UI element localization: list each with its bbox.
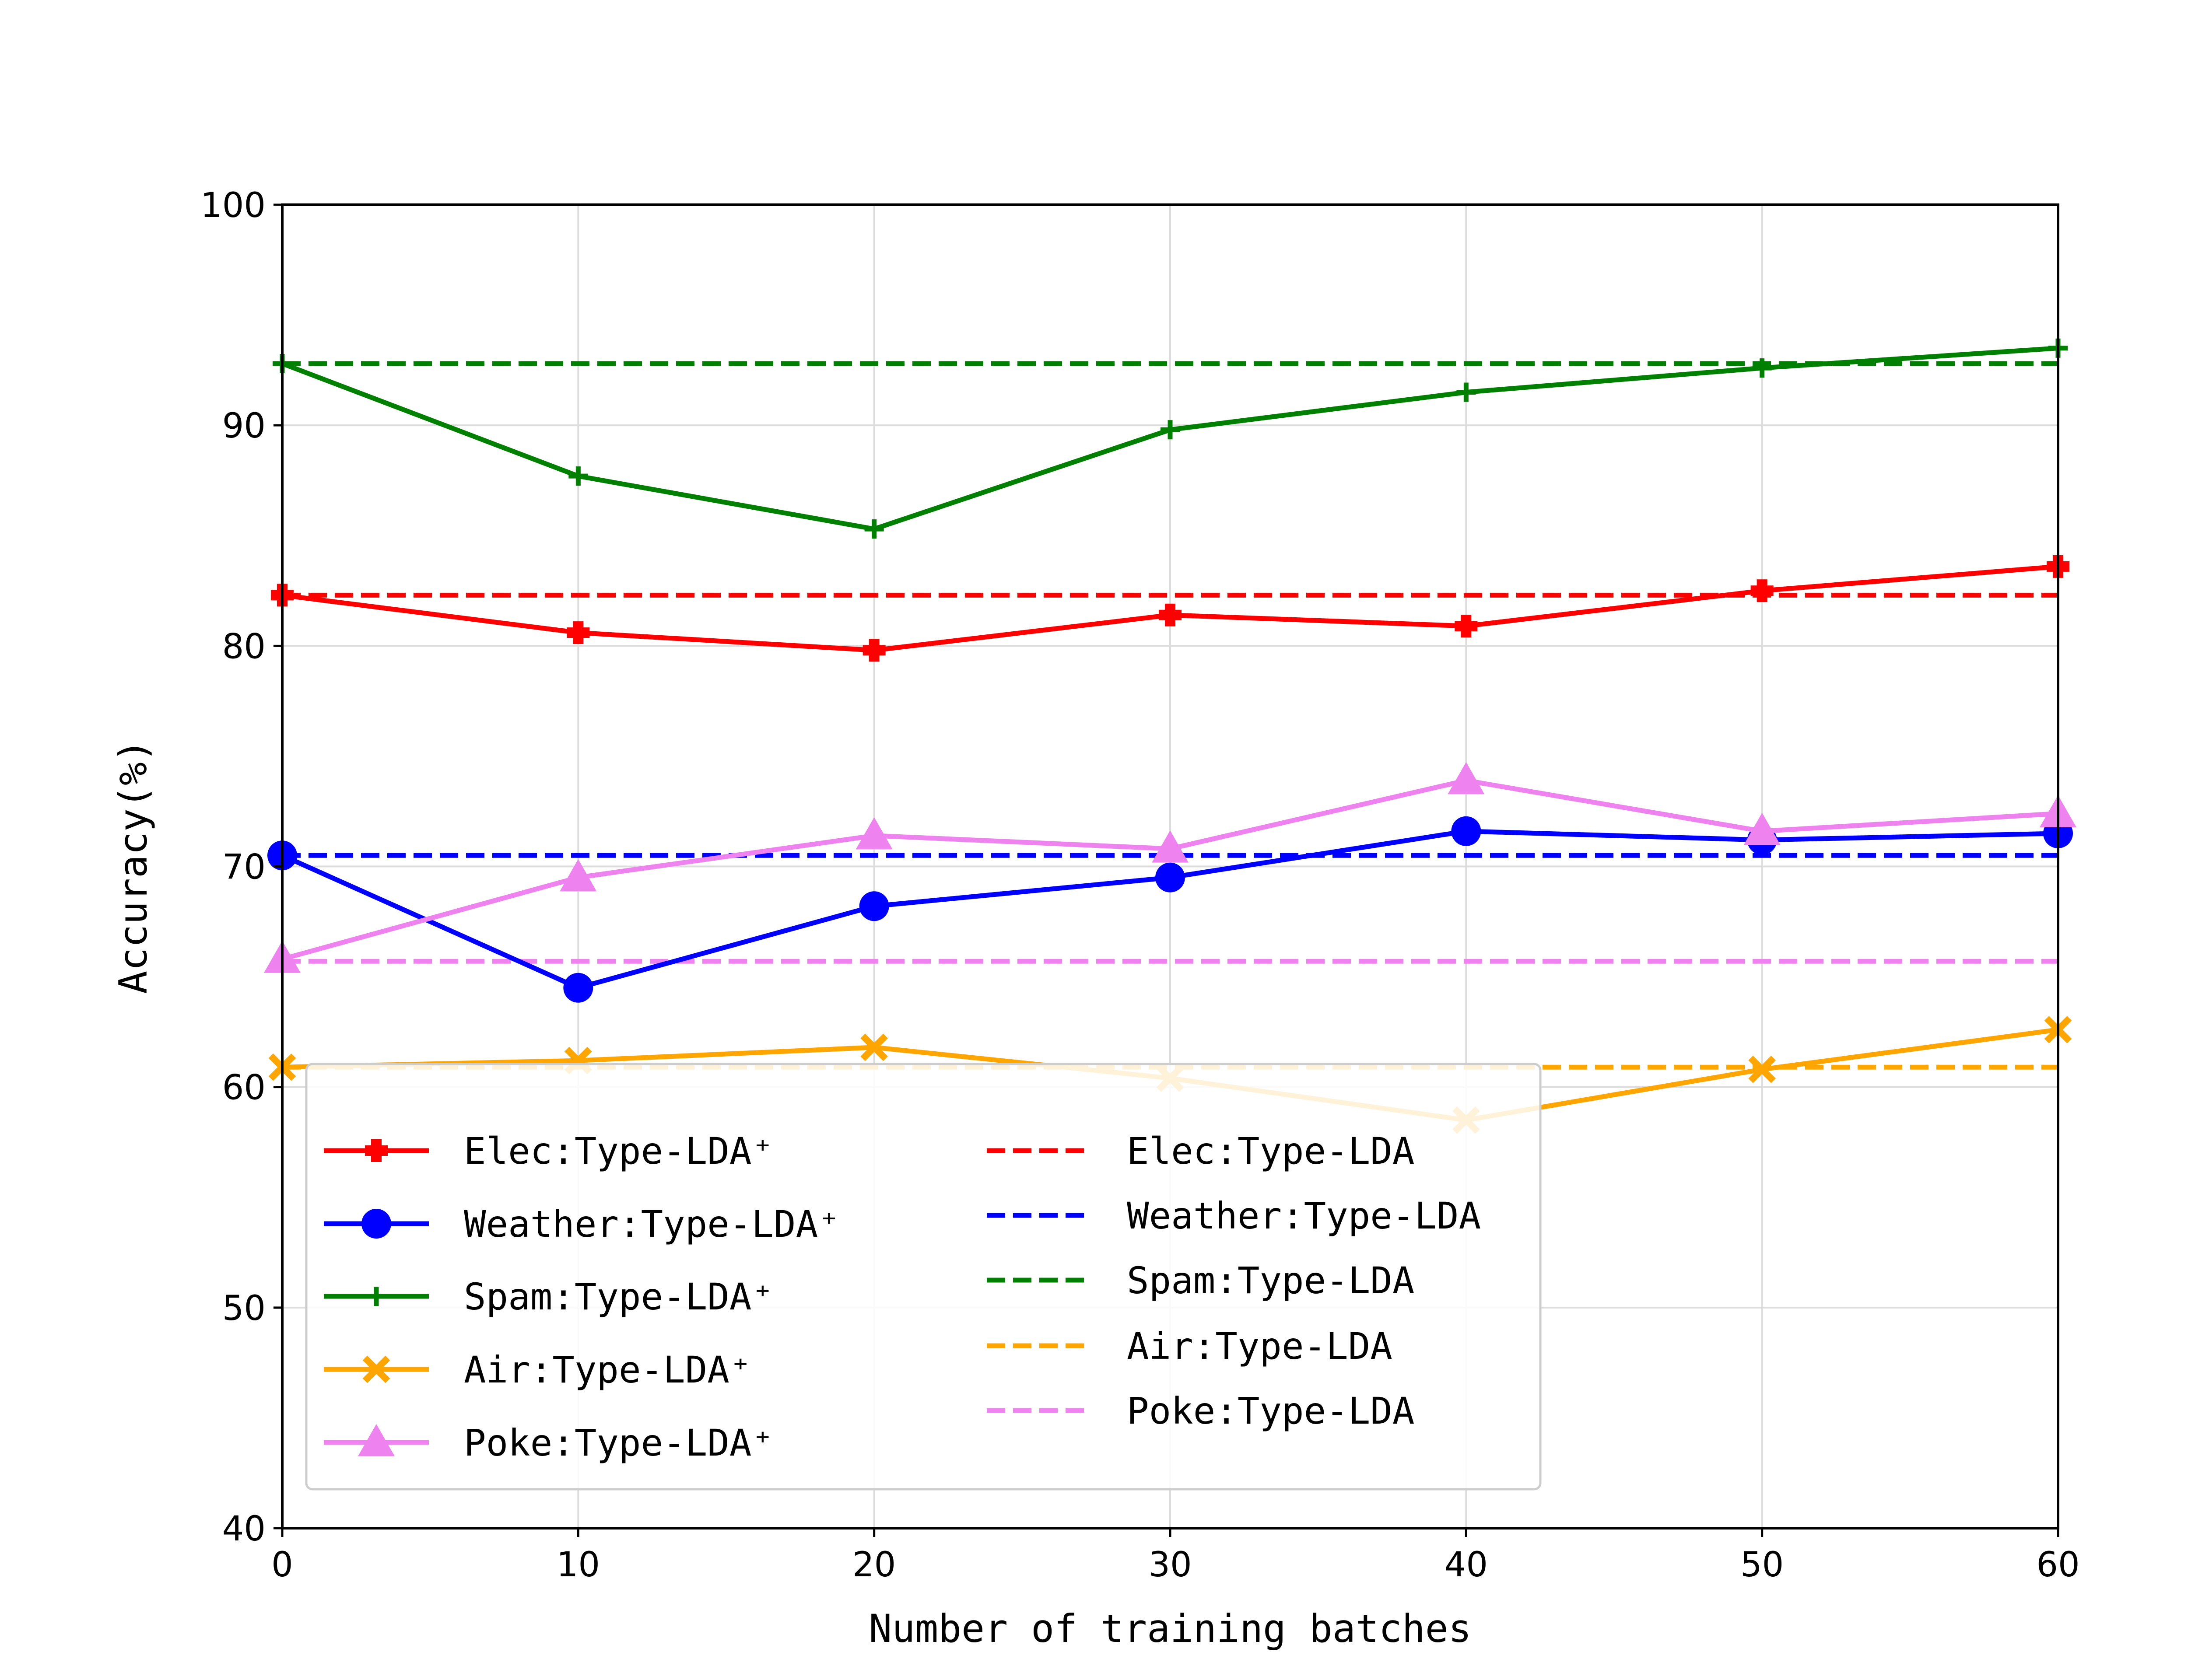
legend-item: Spam:Type-LDA⁺ (324, 1275, 774, 1318)
x-tick-label: 20 (852, 1545, 896, 1585)
ticks: 0 10 20 30 40 50 60 40 50 60 70 80 90 100 (200, 186, 2080, 1585)
x-tick-label: 0 (271, 1545, 293, 1585)
data-point (568, 466, 588, 486)
legend-label: Elec:Type-LDA (1127, 1130, 1414, 1172)
data-point (563, 973, 593, 1003)
y-axis-title: Accuracy(%) (111, 739, 156, 994)
data-point (856, 817, 893, 850)
data-point (1752, 358, 1772, 378)
legend-item: Weather:Type-LDA (987, 1194, 1481, 1237)
y-tick-label: 40 (222, 1509, 266, 1549)
legend-item: Air:Type-LDA⁺ (324, 1348, 751, 1391)
data-point (1159, 603, 1182, 626)
legend-box (305, 1063, 1542, 1491)
y-tick-label: 90 (222, 406, 266, 446)
data-point (1743, 812, 1781, 845)
legend-item: Elec:Type-LDA⁺ (324, 1130, 774, 1172)
legend-label: Weather:Type-LDA (1127, 1194, 1481, 1237)
data-point (1456, 382, 1476, 402)
data-point (864, 519, 884, 539)
data-point (1748, 1056, 1776, 1083)
y-tick-label: 80 (222, 627, 266, 666)
legend-label: Elec:Type-LDA⁺ (464, 1130, 774, 1172)
legend-item: Air:Type-LDA (987, 1325, 1392, 1368)
legend-label: Weather:Type-LDA⁺ (464, 1203, 840, 1246)
legend-marker (367, 1287, 386, 1306)
legend-label: Poke:Type-LDA⁺ (464, 1421, 774, 1464)
y-tick-label: 100 (200, 186, 266, 225)
legend-label: Spam:Type-LDA (1127, 1259, 1414, 1302)
legend-item: Weather:Type-LDA⁺ (324, 1203, 840, 1246)
legend-item: Poke:Type-LDA⁺ (324, 1421, 774, 1464)
data-point (863, 639, 886, 662)
data-point (1448, 762, 1485, 794)
legend-label: Poke:Type-LDA (1127, 1390, 1414, 1432)
legend-item: Elec:Type-LDA (987, 1130, 1414, 1172)
data-point (1451, 816, 1481, 846)
x-tick-label: 40 (1445, 1545, 1488, 1585)
series-4 (264, 762, 2076, 973)
x-tick-label: 60 (2036, 1545, 2079, 1585)
legend-marker (365, 1139, 388, 1162)
y-tick-label: 60 (222, 1068, 266, 1108)
y-tick-label: 70 (222, 848, 266, 887)
x-axis-title: Number of training batches (869, 1606, 1472, 1651)
data-point (859, 891, 889, 921)
legend-label: Air:Type-LDA⁺ (464, 1348, 751, 1391)
legend-item: Spam:Type-LDA (987, 1259, 1414, 1302)
legend-label: Spam:Type-LDA⁺ (464, 1275, 774, 1318)
y-tick-label: 50 (222, 1289, 266, 1328)
legend-item: Poke:Type-LDA (987, 1390, 1414, 1432)
data-point (1161, 420, 1180, 440)
legend-marker (358, 1424, 395, 1456)
data-point (1152, 830, 1189, 863)
x-tick-label: 50 (1740, 1545, 1784, 1585)
x-tick-label: 30 (1148, 1545, 1192, 1585)
data-point (1155, 862, 1185, 892)
legend: Elec:Type-LDA⁺ Weather:Type-LDA⁺ Spam:Type… (305, 1063, 1542, 1491)
x-tick-label: 10 (557, 1545, 600, 1585)
legend-marker (361, 1209, 391, 1239)
data-point (860, 1033, 888, 1061)
data-point (567, 621, 590, 644)
data-point (560, 859, 597, 892)
data-point (1455, 614, 1478, 637)
legend-marker (362, 1355, 390, 1383)
legend-label: Air:Type-LDA (1127, 1325, 1392, 1368)
data-point (1750, 579, 1774, 602)
